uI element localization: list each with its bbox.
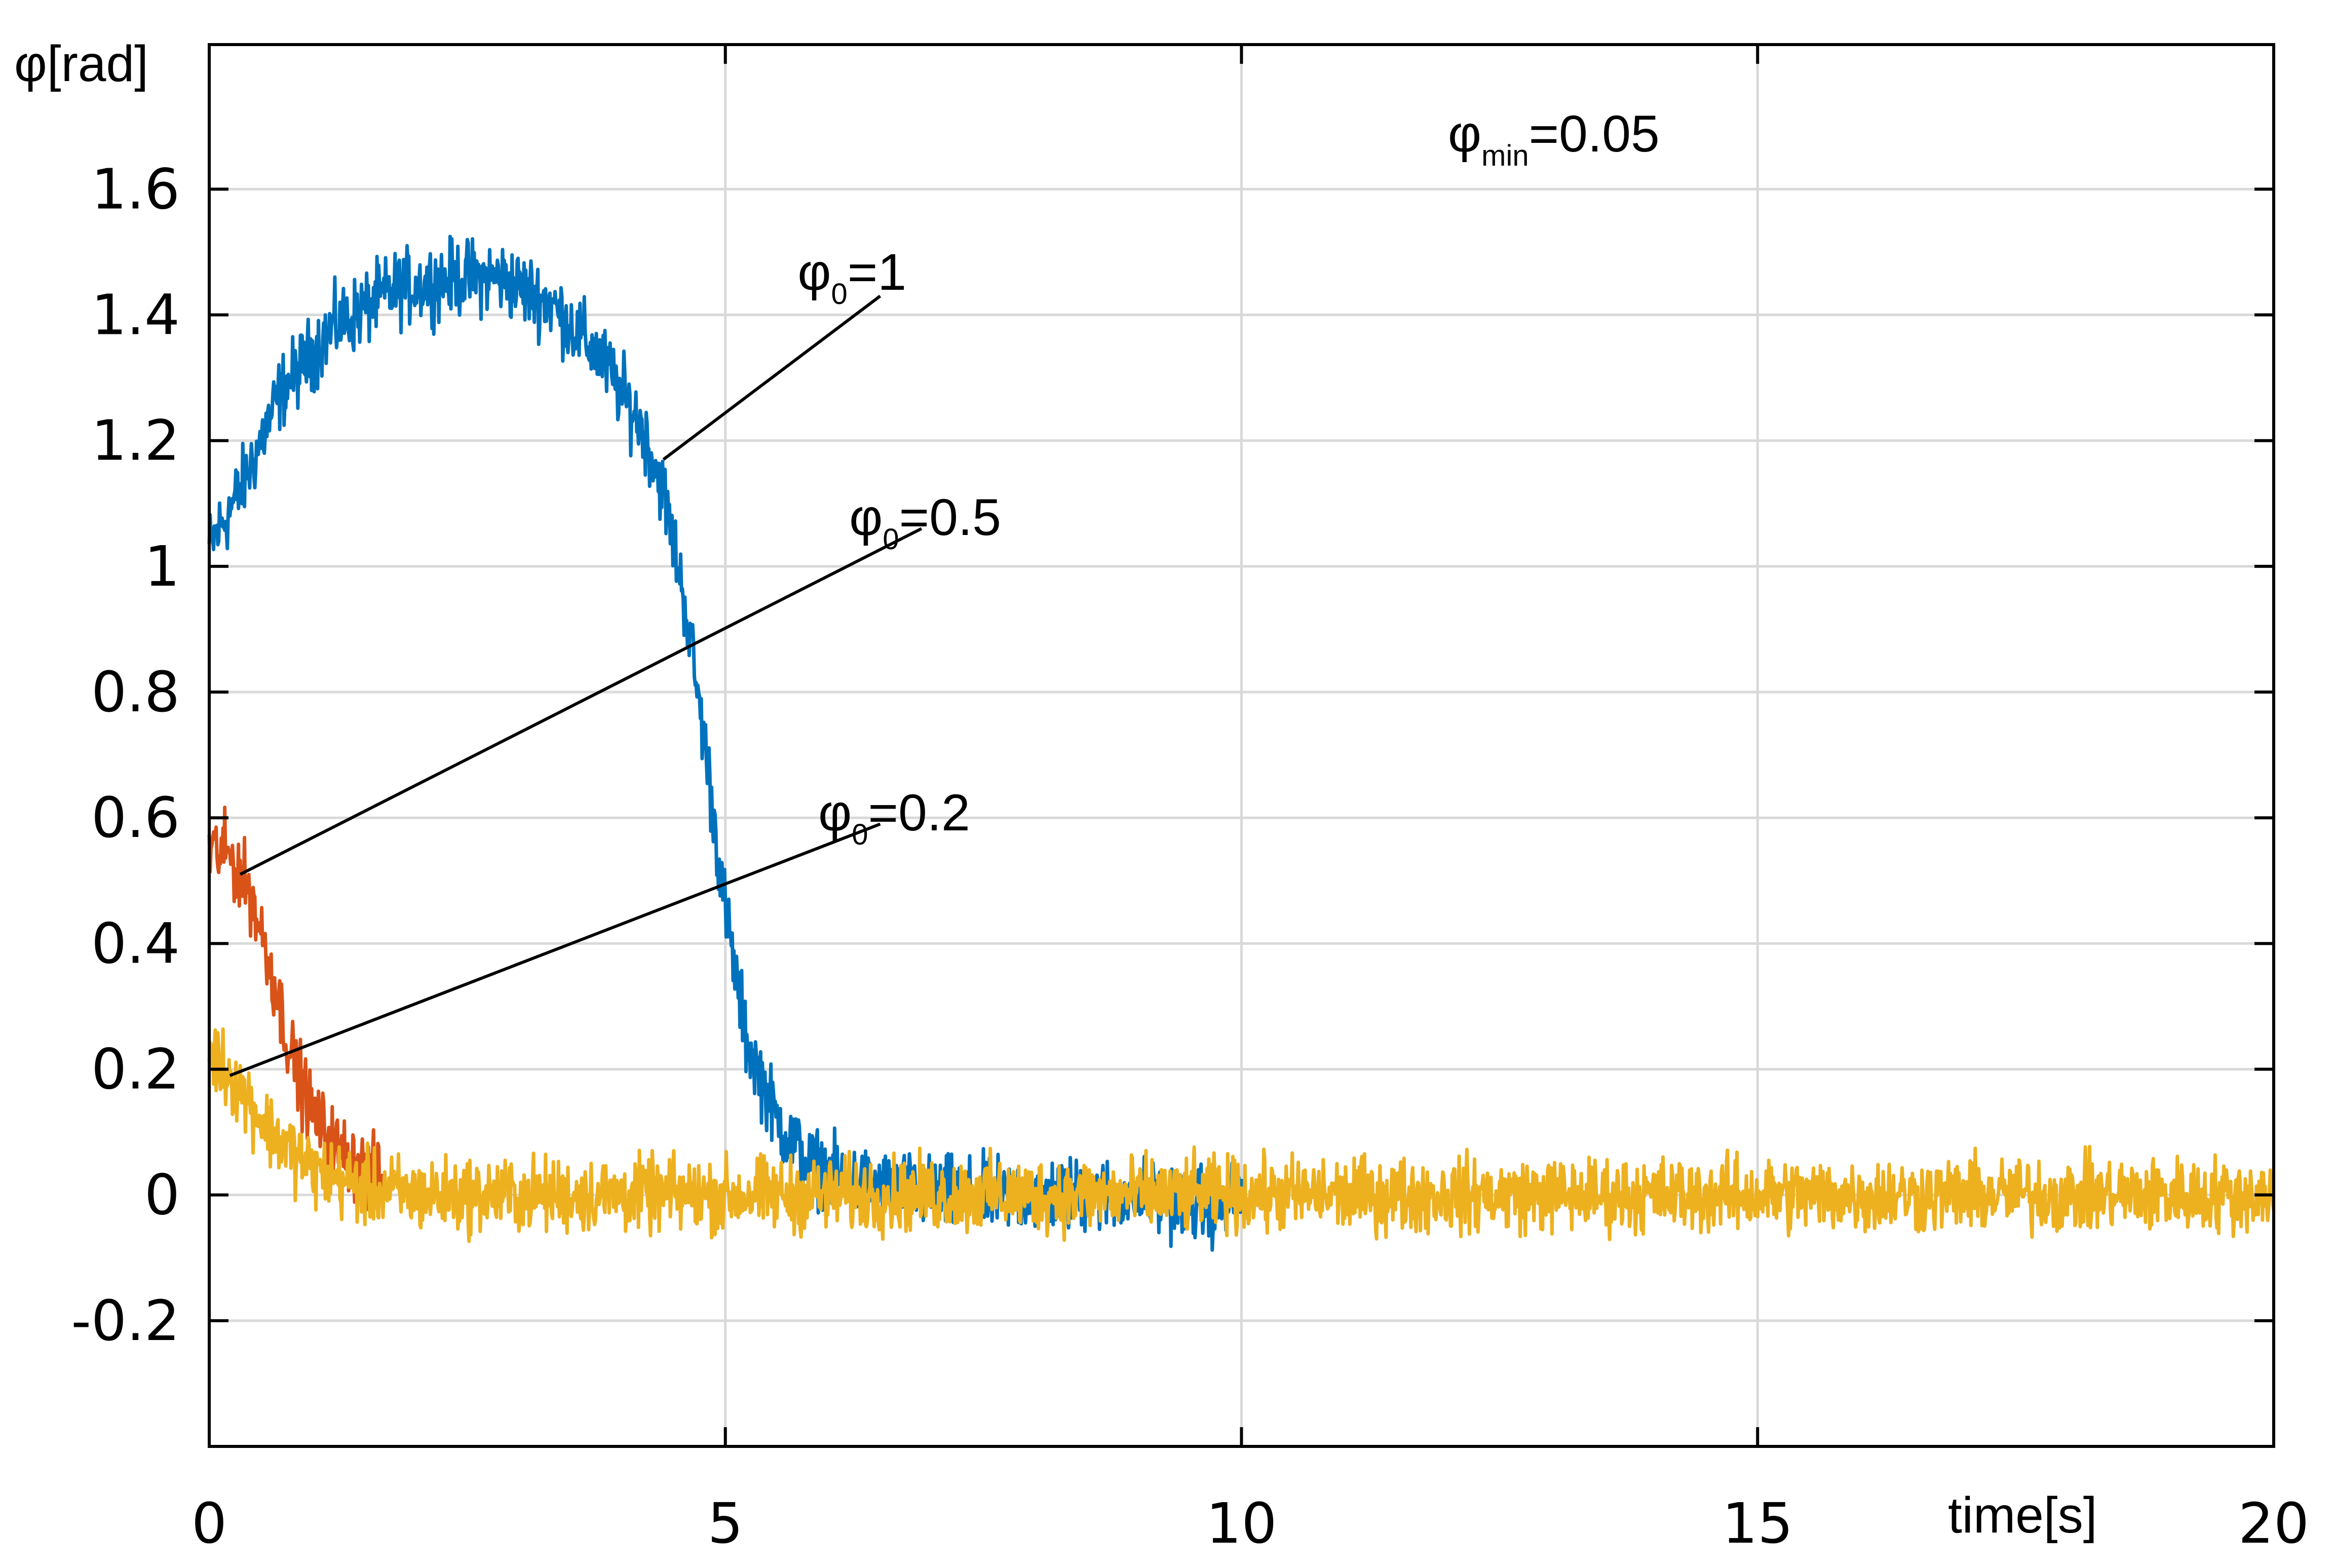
y-tick-label: 1	[144, 534, 180, 599]
parameter-label: φmin=0.05	[1448, 105, 1660, 172]
y-tick-label: 0.8	[91, 660, 180, 724]
x-tick-label: 5	[708, 1491, 743, 1556]
y-axis-label: φ[rad]	[14, 35, 148, 92]
y-tick-label: 0.6	[91, 785, 180, 850]
y-tick-label: 1.4	[91, 283, 180, 348]
annotation-leader-line	[662, 294, 882, 461]
y-tick-label: 0	[144, 1163, 180, 1228]
x-tick-label: 0	[192, 1491, 227, 1556]
x-tick-label: 10	[1206, 1491, 1277, 1556]
data-series	[207, 235, 2276, 1252]
y-tick-label: 0.2	[91, 1037, 180, 1102]
series-line-3	[207, 1027, 2276, 1243]
annotation-leader-line	[229, 822, 881, 1077]
axis-ticks: 0 5 10 15 20 -0.2 0 0.2 0.4 0.6 0.8 1 1.2 1.4 1.6	[71, 45, 2309, 1556]
x-tick-label: 20	[2238, 1491, 2309, 1556]
y-tick-label: -0.2	[71, 1288, 180, 1353]
annotation-label-2: φ0=0.5	[849, 488, 1001, 556]
annotation-label-1: φ0=1	[797, 243, 906, 311]
annotation-leader-line	[239, 527, 923, 876]
y-tick-label: 1.6	[91, 157, 180, 221]
y-tick-label: 0.4	[91, 911, 180, 976]
x-tick-label: 15	[1722, 1491, 1793, 1556]
annotation-label-3: φ0=0.2	[818, 784, 970, 851]
annotations: φ0=1 φ0=0.5 φ0=0.2 φmin=0.05	[229, 105, 1660, 1077]
y-tick-label: 1.2	[91, 408, 180, 473]
x-axis-label: time[s]	[1948, 1487, 2097, 1544]
